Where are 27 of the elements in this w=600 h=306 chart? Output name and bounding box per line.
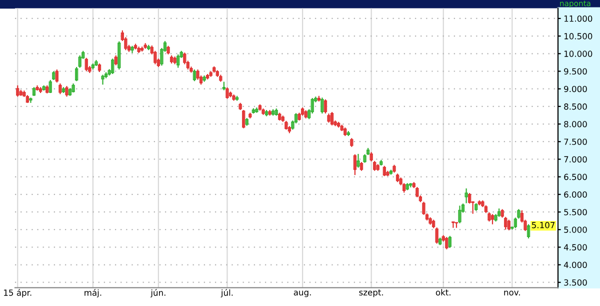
x-tick-label: aug.	[294, 290, 311, 298]
y-tick-label: 5.000	[564, 226, 587, 233]
x-tick-label: jún.	[150, 289, 166, 298]
candlestick	[454, 222, 458, 228]
y-tick-label: 6.500	[564, 174, 587, 180]
y-tick-label: 10.500	[564, 33, 592, 40]
y-tick-label: 9.000	[564, 86, 587, 92]
text: 5.107	[532, 222, 555, 228]
y-tick-label: 7.500	[564, 138, 587, 145]
y-tick-label: 4.500	[564, 244, 587, 250]
x-tick-label: 15 ápr.	[4, 289, 32, 298]
y-tick-label: 11.000	[564, 15, 592, 22]
y-tick-label: 7.000	[564, 156, 587, 162]
y-tick-label: 8.500	[564, 103, 587, 110]
x-tick-label: nov.	[504, 290, 520, 296]
x-tick-label: júl.	[220, 289, 233, 298]
x-tick-label: okt.	[436, 289, 450, 296]
y-tick-label: 6.000	[564, 191, 587, 198]
candlestick	[452, 221, 455, 228]
y-tick-label: 9.500	[564, 68, 587, 75]
y-tick-label: 5.500	[564, 208, 587, 216]
x-tick-label: szept.	[359, 290, 383, 298]
y-tick-label: 8.000	[564, 121, 587, 128]
y-tick-label: 3.500	[564, 279, 587, 286]
y-tick-label: 4.000	[564, 262, 587, 268]
x-tick-label: máj.	[84, 289, 102, 298]
y-tick-label: 10.000	[564, 50, 592, 57]
